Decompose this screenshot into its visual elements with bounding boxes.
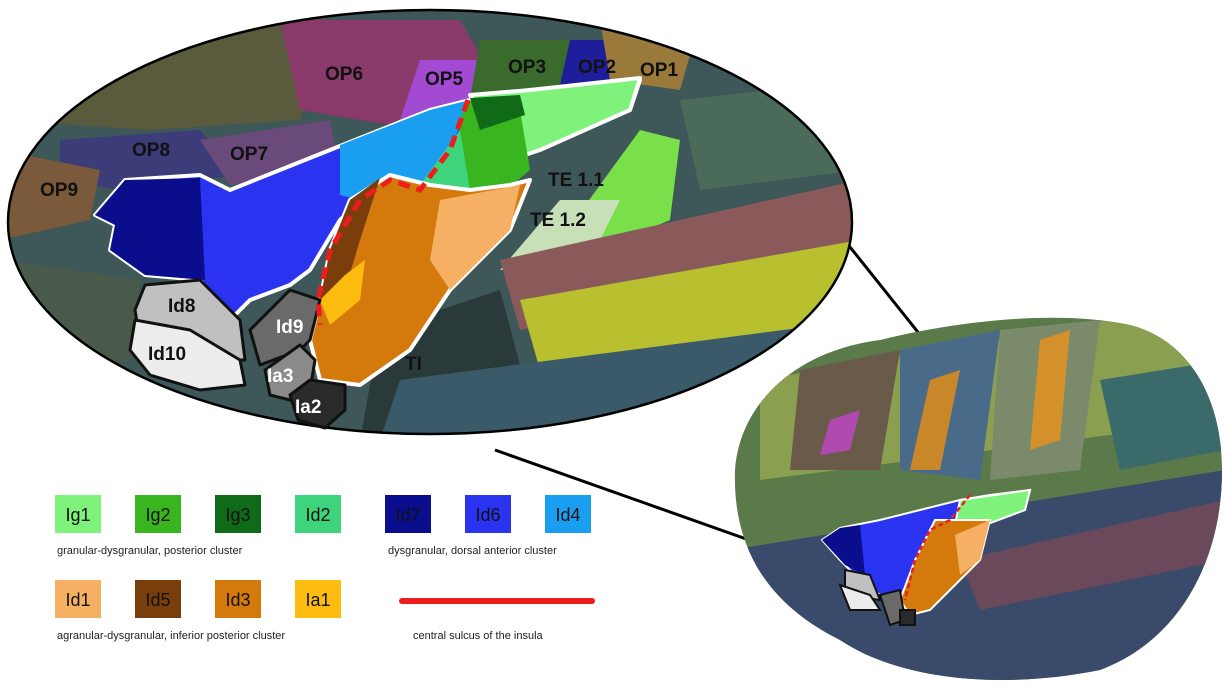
region-label: Id8 [168, 296, 195, 317]
zoom-border [6, 8, 854, 436]
legend-swatch [215, 580, 261, 618]
legend-label: Id7 [395, 505, 420, 525]
legend-label: Id3 [225, 590, 250, 610]
legend-swatch [135, 495, 181, 533]
region-label: TI [405, 354, 422, 375]
legend-swatch [465, 495, 511, 533]
legend-swatch [215, 495, 261, 533]
region-label: TE 1.1 [548, 170, 604, 191]
region-label: OP1 [640, 60, 678, 81]
legend-caption: agranular-dysgranular, inferior posterio… [57, 630, 285, 642]
region-label: OP8 [132, 140, 170, 161]
legend-label: Ig1 [65, 505, 90, 525]
legend: Ig1 Ig2 Ig3 Id2 granular-dysgranular, poster… [55, 495, 595, 642]
region-label: Ia2 [295, 397, 321, 418]
legend-swatch [135, 580, 181, 618]
legend-swatch [295, 495, 341, 533]
legend-label: Ia1 [305, 590, 330, 610]
region-label: OP5 [425, 69, 463, 90]
legend-caption: granular-dysgranular, posterior cluster [57, 545, 243, 557]
legend-label: Id2 [305, 505, 330, 525]
legend-caption: dysgranular, dorsal anterior cluster [388, 545, 557, 557]
region-label: TE 1.2 [530, 210, 586, 231]
legend-swatch [55, 495, 101, 533]
legend-label: Ig3 [225, 505, 250, 525]
legend-label: Id1 [65, 590, 90, 610]
legend-label: Id6 [475, 505, 500, 525]
region-label: Id9 [276, 317, 303, 338]
region-label: OP2 [578, 57, 616, 78]
region-label: Ia3 [267, 366, 293, 387]
region-label: OP3 [508, 57, 546, 78]
region-label: OP9 [40, 180, 78, 201]
legend-swatch [295, 580, 341, 618]
legend-swatch [385, 495, 431, 533]
region-label: OP6 [325, 64, 363, 85]
legend-swatch [545, 495, 591, 533]
central-sulcus [315, 99, 471, 326]
brain-insula [820, 488, 1032, 627]
legend-label: Id5 [145, 590, 170, 610]
insula-regions [93, 76, 642, 430]
region-label: OP7 [230, 144, 268, 165]
brain [734, 317, 1222, 680]
region-label: Id10 [148, 344, 186, 365]
legend-label: Id4 [555, 505, 580, 525]
legend-swatch [55, 580, 101, 618]
legend-caption: central sulcus of the insula [413, 630, 544, 642]
legend-label: Ig2 [145, 505, 170, 525]
zoom-view [8, 10, 852, 434]
